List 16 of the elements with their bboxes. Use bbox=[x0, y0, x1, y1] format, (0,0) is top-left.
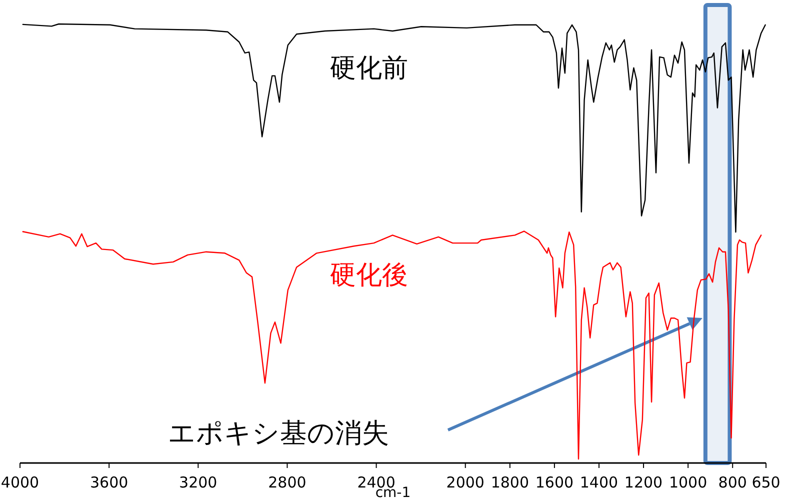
x-tick-label: 4000 bbox=[0, 474, 40, 492]
x-tick-label: 650 bbox=[752, 474, 780, 492]
annotation: エポキシ基の消失 bbox=[168, 418, 389, 449]
x-tick-label: 800 bbox=[718, 474, 747, 492]
x-tick-label: 1800 bbox=[490, 474, 530, 492]
x-tick-label: 1400 bbox=[580, 474, 618, 492]
x-tick-label: 2000 bbox=[446, 474, 484, 492]
x-tick-label: 3600 bbox=[90, 474, 128, 492]
x-tick-label: 1200 bbox=[624, 474, 663, 492]
x-tick-label: 3200 bbox=[179, 474, 218, 492]
x-tick-label: 2800 bbox=[268, 474, 306, 492]
x-tick-label: 1000 bbox=[668, 474, 708, 492]
x-axis-title: cm-1 bbox=[375, 485, 411, 500]
x-tick-label: 1600 bbox=[535, 474, 574, 492]
series-label: 硬化後 bbox=[330, 260, 408, 291]
series-label: 硬化前 bbox=[330, 53, 408, 84]
